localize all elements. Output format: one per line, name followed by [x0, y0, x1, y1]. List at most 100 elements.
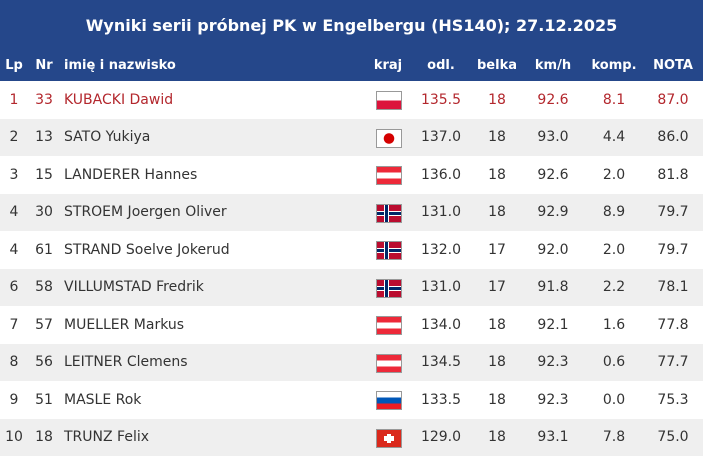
- result-cell: 136.0: [420, 166, 462, 183]
- rank: 1: [9, 91, 19, 108]
- athlete-name: SATO Yukiya: [64, 129, 151, 146]
- result-cell: 18: [488, 91, 506, 108]
- result-cell: 8.9: [602, 204, 626, 221]
- result-cell: 4.4: [602, 129, 626, 146]
- table-row: 3 15 LANDERER Hannes 136.0 18 92.6 2.0 81.8: [0, 156, 703, 194]
- result-cell: 2.2: [602, 279, 626, 296]
- country-flag: [376, 203, 402, 223]
- country-flag: [376, 316, 402, 335]
- result-cell: 91.8: [537, 279, 569, 296]
- column-header: Nr: [35, 58, 53, 73]
- result-cell: 18: [488, 316, 506, 333]
- bib: 18: [35, 429, 53, 446]
- header-row: Lp Nr imię i nazwisko kraj odl. belka km/h komp…: [0, 50, 703, 81]
- result-cell: 92.0: [537, 241, 569, 258]
- rank: 9: [9, 391, 19, 408]
- athlete-name: LEITNER Clemens: [64, 354, 188, 371]
- result-cell: 18: [488, 391, 506, 408]
- country-flag: [376, 241, 402, 260]
- column-header: komp.: [591, 58, 637, 73]
- result-cell: 92.6: [537, 91, 569, 108]
- result-cell: 133.5: [420, 391, 462, 408]
- result-cell: 17: [488, 279, 506, 296]
- athlete-name: MASLE Rok: [64, 391, 142, 408]
- result-cell: 92.1: [537, 316, 569, 333]
- bib: 13: [35, 129, 53, 146]
- rank: 6: [9, 279, 19, 296]
- result-cell: 81.8: [657, 166, 689, 183]
- result-cell: 92.9: [537, 204, 569, 221]
- result-cell: 77.8: [657, 316, 689, 333]
- result-cell: 17: [488, 241, 506, 258]
- result-cell: 0.6: [602, 354, 626, 371]
- table-row: 1 33 KUBACKI Dawid 135.5 18 92.6 8.1 87.0: [0, 81, 703, 119]
- result-cell: 78.1: [657, 279, 689, 296]
- title: Wyniki serii próbnej PK w Engelbergu (HS…: [0, 0, 703, 50]
- athlete-name: TRUNZ Felix: [64, 429, 150, 446]
- table-row: 7 57 MUELLER Markus 134.0 18 92.1 1.6 77.8: [0, 306, 703, 344]
- table-row: 6 58 VILLUMSTAD Fredrik 131.0 17 91.8 2.2 78.1: [0, 268, 703, 306]
- athlete-name: STROEM Joergen Oliver: [64, 204, 227, 221]
- bib: 51: [35, 391, 53, 408]
- result-cell: 79.7: [657, 241, 689, 258]
- result-cell: 92.3: [537, 354, 569, 371]
- result-cell: 92.3: [537, 391, 569, 408]
- result-cell: 0.0: [602, 391, 626, 408]
- result-cell: 79.7: [657, 204, 689, 221]
- athlete-name: LANDERER Hannes: [64, 166, 198, 183]
- result-cell: 86.0: [657, 129, 689, 146]
- result-cell: 75.0: [657, 429, 689, 446]
- result-cell: 2.0: [602, 166, 626, 183]
- result-cell: 18: [488, 166, 506, 183]
- result-cell: 129.0: [420, 429, 462, 446]
- result-cell: 18: [488, 204, 506, 221]
- result-cell: 87.0: [657, 91, 689, 108]
- result-cell: 137.0: [420, 129, 462, 146]
- rank: 3: [9, 166, 19, 183]
- country-flag: [376, 166, 402, 185]
- bib: 57: [35, 316, 53, 333]
- bib: 30: [35, 204, 53, 221]
- result-cell: 75.3: [657, 391, 689, 408]
- column-header: Lp: [5, 58, 23, 73]
- column-header: belka: [477, 58, 517, 73]
- bib: 33: [35, 91, 53, 108]
- column-header: km/h: [534, 58, 572, 73]
- result-cell: 18: [488, 129, 506, 146]
- table-row: 4 61 STRAND Soelve Jokerud 132.0 17 92.0 2.0 79…: [0, 231, 703, 269]
- result-cell: 92.6: [537, 166, 569, 183]
- country-flag: [376, 391, 402, 410]
- rank: 4: [9, 241, 19, 258]
- result-cell: 131.0: [420, 204, 462, 221]
- result-cell: 18: [488, 429, 506, 446]
- table-row: 9 51 MASLE Rok 133.5 18 92.3 0.0 75.3: [0, 381, 703, 419]
- result-cell: 7.8: [602, 429, 626, 446]
- result-cell: 93.1: [537, 429, 569, 446]
- table-row: 8 56 LEITNER Clemens 134.5 18 92.3 0.6 77.7: [0, 343, 703, 381]
- rank: 7: [9, 316, 19, 333]
- bib: 61: [35, 241, 53, 258]
- column-header: imię i nazwisko: [64, 58, 176, 73]
- result-cell: 132.0: [420, 241, 462, 258]
- table-row: 4 30 STROEM Joergen Oliver 131.0 18 92.9 8.9 79…: [0, 193, 703, 231]
- result-cell: 135.5: [420, 91, 462, 108]
- bib: 56: [35, 354, 53, 371]
- athlete-name: VILLUMSTAD Fredrik: [64, 279, 204, 296]
- result-cell: 8.1: [602, 91, 626, 108]
- result-cell: 134.5: [420, 354, 462, 371]
- rank: 10: [5, 429, 23, 446]
- bib: 15: [35, 166, 53, 183]
- column-header: NOTA: [653, 58, 693, 73]
- result-cell: 134.0: [420, 316, 462, 333]
- country-flag: [376, 128, 402, 148]
- result-cell: 77.7: [657, 354, 689, 371]
- table-row: 10 18 TRUNZ Felix 129.0 18 93.1 7.8 75.0: [0, 418, 703, 456]
- result-cell: 18: [488, 354, 506, 371]
- result-cell: 2.0: [602, 241, 626, 258]
- athlete-name: STRAND Soelve Jokerud: [64, 241, 230, 258]
- country-flag: [376, 353, 402, 373]
- result-cell: 93.0: [537, 129, 569, 146]
- bib: 58: [35, 279, 53, 296]
- rank: 4: [9, 204, 19, 221]
